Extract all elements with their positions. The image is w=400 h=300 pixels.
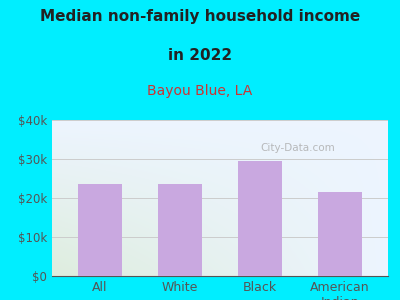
Bar: [78, 184, 122, 276]
Bar: [158, 184, 202, 276]
Text: Median non-family household income: Median non-family household income: [40, 9, 360, 24]
Text: City-Data.com: City-Data.com: [260, 143, 335, 153]
Bar: [238, 161, 282, 276]
Text: Bayou Blue, LA: Bayou Blue, LA: [147, 84, 253, 98]
Bar: [318, 192, 362, 276]
Text: in 2022: in 2022: [168, 48, 232, 63]
